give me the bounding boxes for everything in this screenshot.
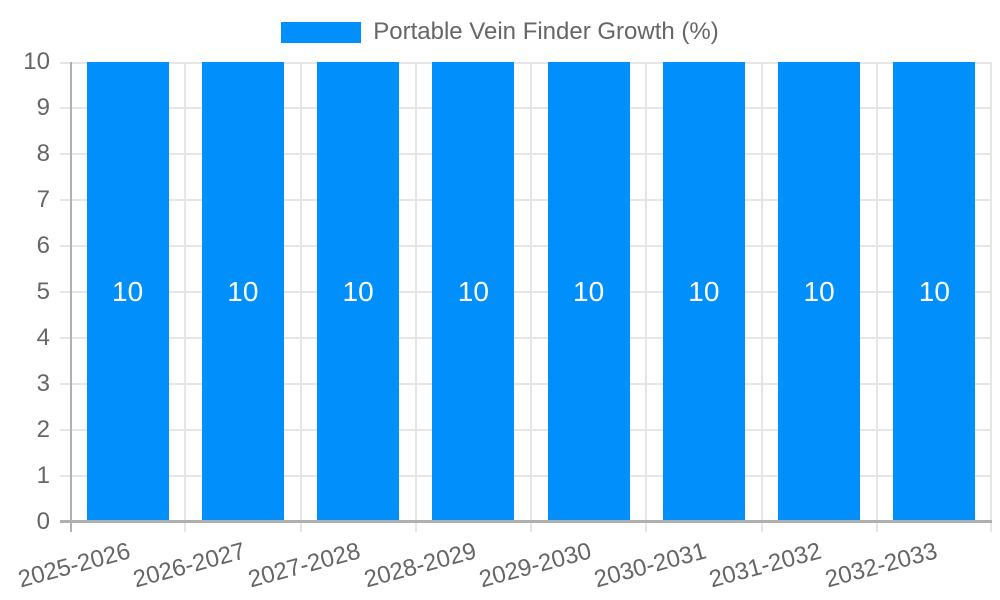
y-axis-tick-label: 6 — [36, 232, 50, 259]
gridline-vertical — [530, 62, 532, 532]
x-axis-tick-label: 2032-2033 — [821, 537, 940, 594]
x-axis-tick-label: 2029-2030 — [476, 537, 594, 594]
bar[interactable]: 10 — [662, 62, 745, 522]
y-axis-line — [70, 62, 72, 532]
bar-value-label: 10 — [342, 276, 374, 307]
y-axis-tick-label: 5 — [36, 278, 50, 305]
y-axis-tick-label: 4 — [36, 324, 50, 351]
bar-value-label: 10 — [227, 276, 259, 307]
gridline-horizontal — [60, 383, 992, 385]
bar-value-label: 10 — [112, 276, 144, 307]
x-axis-tick-label: 2026-2027 — [130, 537, 249, 594]
x-axis-tick-label: 2028-2029 — [360, 537, 479, 594]
y-axis-tick-label: 7 — [36, 186, 50, 213]
legend-swatch — [281, 21, 362, 43]
bar-value-label: 10 — [573, 276, 605, 307]
y-axis-tick-label: 8 — [36, 140, 50, 167]
gridline-horizontal — [60, 107, 992, 109]
gridline-vertical — [990, 62, 992, 532]
bar-value-label: 10 — [918, 276, 950, 307]
bar[interactable]: 10 — [778, 62, 861, 522]
x-axis-tick-label: 2025-2026 — [15, 537, 133, 594]
gridline-horizontal — [60, 475, 992, 477]
plot-area: 10 10 10 10 10 10 10 10 — [60, 62, 992, 532]
bar-value-label: 10 — [688, 276, 720, 307]
bar-value-label: 10 — [803, 276, 835, 307]
x-axis-line — [60, 520, 992, 523]
gridline-horizontal — [60, 291, 992, 293]
y-axis-tick-label: 3 — [36, 370, 50, 397]
gridline-vertical — [760, 62, 763, 532]
x-axis-tick-label: 2027-2028 — [245, 537, 364, 594]
legend-item[interactable]: Portable Vein Finder Growth (%) — [0, 19, 1000, 45]
bar[interactable]: 10 — [317, 62, 400, 522]
gridline-horizontal — [60, 429, 992, 431]
gridline-horizontal — [60, 62, 992, 64]
gridline-horizontal — [60, 337, 992, 339]
gridline-vertical — [414, 62, 417, 532]
legend-label: Portable Vein Finder Growth (%) — [373, 18, 719, 45]
bar[interactable]: 10 — [86, 62, 169, 522]
gridline-vertical — [875, 62, 878, 532]
y-axis-tick-label: 0 — [36, 508, 50, 535]
y-axis-tick-label: 2 — [36, 416, 50, 443]
bar-value-label: 10 — [457, 276, 489, 307]
y-axis-tick-label: 9 — [36, 94, 50, 121]
gridline-vertical — [184, 62, 187, 532]
x-axis-tick-label: 2031-2032 — [706, 537, 825, 594]
bar[interactable]: 10 — [547, 62, 630, 522]
gridline-horizontal — [60, 199, 992, 201]
y-axis-tick-label: 1 — [36, 462, 50, 489]
gridline-horizontal — [60, 245, 992, 247]
y-axis-tick-label: 10 — [23, 48, 50, 75]
x-axis-tick-label: 2030-2031 — [591, 537, 710, 594]
gridline-horizontal — [60, 153, 992, 155]
bar[interactable]: 10 — [893, 62, 976, 522]
bar[interactable]: 10 — [201, 62, 284, 522]
gridline-vertical — [645, 62, 648, 532]
bar[interactable]: 10 — [432, 62, 515, 522]
gridline-vertical — [299, 62, 302, 532]
